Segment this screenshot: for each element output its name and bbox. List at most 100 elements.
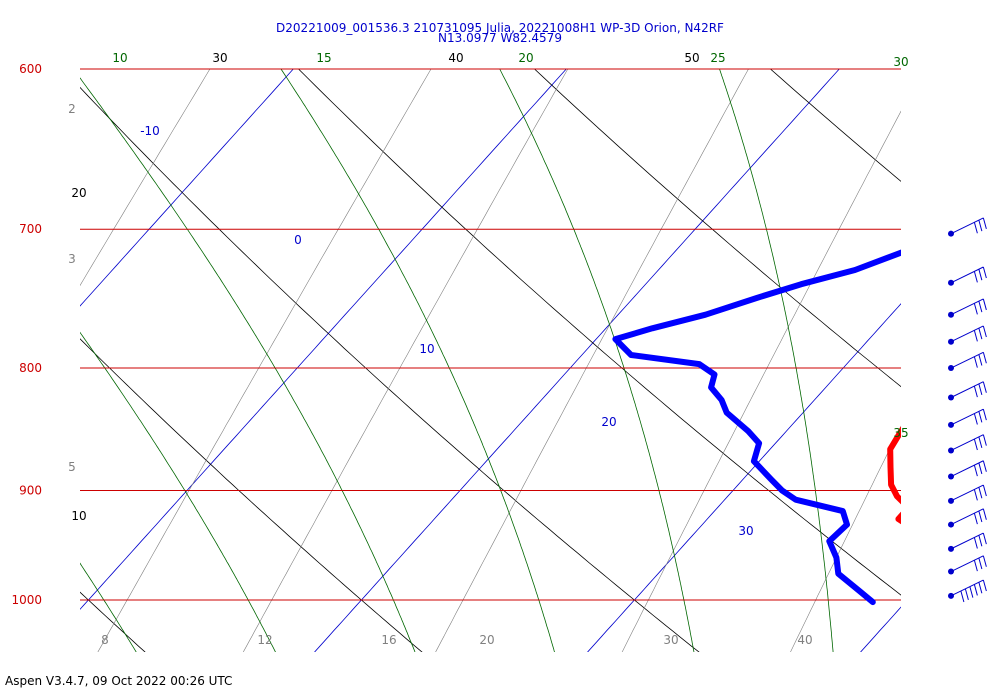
wind-barb-feather [973, 584, 978, 596]
wind-barb-feather [982, 325, 987, 338]
wind-barb-shaft [950, 555, 984, 572]
temperature-series [887, 426, 901, 525]
wind-barb-shaft [950, 298, 984, 316]
moist-adiabat-line [499, 69, 695, 652]
wind-barb-shaft [950, 579, 984, 597]
wind-barb-feather [978, 487, 983, 499]
wind-barb-feather [978, 510, 983, 523]
wind-barb-shaft [950, 351, 984, 369]
mixing-ratio-line [242, 69, 569, 652]
pressure-label: 700 [19, 222, 42, 236]
moist-adiabat-label: 10 [112, 51, 127, 65]
wind-barb-feather [973, 222, 978, 234]
wind-barb-feather [978, 535, 983, 547]
wind-barb-feather [973, 330, 978, 342]
wind-barb-feather [978, 219, 983, 232]
dry-adiabat-line [297, 69, 901, 596]
wind-barb [948, 484, 987, 504]
dry-adiabat-label: 40 [448, 51, 463, 65]
mixing-ratio-label: 5 [68, 460, 76, 474]
wind-barb [948, 434, 987, 454]
wind-barb-shaft [950, 484, 984, 502]
wind-barb-feather [982, 266, 987, 279]
moist-adiabat-label: 15 [316, 51, 331, 65]
temperature-tick-label: 20 [479, 633, 494, 647]
isotherm-label: -10 [140, 124, 160, 138]
sounding-series [612, 249, 901, 606]
wind-barb-feather [960, 590, 965, 603]
isotherm-label: 10 [419, 342, 434, 356]
wind-barb-feather [978, 462, 983, 475]
mixing-ratio-line [435, 69, 749, 652]
pressure-label: 600 [19, 62, 42, 76]
wind-barb [948, 266, 987, 286]
isotherm-label: 20 [601, 415, 616, 429]
wind-barb-feather [978, 328, 983, 340]
wind-barb-feather [973, 413, 978, 425]
mixing-ratio-label: 3 [68, 252, 76, 266]
wind-barb-shaft [950, 508, 984, 526]
wind-barb-feather [982, 217, 987, 230]
wind-barb-feather [973, 464, 978, 477]
mixing-ratio-line [97, 69, 432, 652]
wind-barb-feather [973, 489, 978, 501]
isotherm-line [860, 606, 901, 652]
moist-adiabat-label: 30 [893, 55, 908, 69]
wind-barb-feather [978, 383, 983, 396]
moist-adiabat-label: 35 [893, 426, 908, 440]
mixing-ratio-label: 2 [68, 102, 76, 116]
axis-labels: 600 700 800 900 1000 8 12 16 20 30 40 -10 0 10 20 30 10 2… [11, 51, 908, 647]
wind-barb-feather [973, 385, 978, 398]
wind-barb-shaft [950, 408, 984, 426]
pressure-label: 1000 [11, 593, 42, 607]
wind-barb-feather [973, 513, 978, 525]
isotherm-line [0, 0, 154, 680]
moist-adiabat-line [0, 0, 16, 680]
isotherm-line [80, 69, 294, 307]
wind-barb-feather [982, 555, 987, 567]
dewpoint-series [612, 249, 901, 606]
chart-subtitle: N13.0977 W82.4579 [438, 31, 562, 45]
chart-title: D20221009_001536.3 210731095 Julia, 2022… [276, 21, 724, 35]
isotherm-label: 0 [294, 233, 302, 247]
wind-barb [948, 325, 987, 345]
wind-barb-feather [982, 352, 987, 364]
temperature-tick-label: 40 [797, 633, 812, 647]
wind-barb-feather [973, 356, 978, 368]
wind-barb-feather [982, 460, 987, 472]
wind-barb [948, 298, 987, 318]
wind-barb-shaft [950, 325, 984, 343]
wind-barb [948, 532, 987, 552]
wind-barb-shaft [950, 460, 984, 477]
wind-barb-feather [978, 301, 983, 313]
wind-barb [948, 508, 987, 528]
mixing-ratio-line [790, 425, 901, 652]
wind-barb-feather [969, 586, 974, 598]
dry-adiabat-line [80, 591, 146, 652]
wind-barb-feather [982, 508, 987, 520]
moist-adiabat-line [901, 0, 972, 680]
wind-barb-feather [973, 303, 978, 315]
wind-barb [948, 579, 987, 603]
dry-adiabat-line [835, 0, 1000, 680]
pressure-lines [80, 68, 901, 601]
mixing-ratio-line [80, 69, 211, 287]
wind-barb-feather [978, 411, 983, 423]
moist-adiabat-line [80, 77, 416, 652]
wind-barb-shaft [950, 266, 984, 284]
wind-barb-feather [978, 354, 983, 366]
wind-barb-feather [982, 484, 987, 497]
wind-barb-feather [982, 298, 987, 311]
wind-barb-feather [978, 436, 983, 448]
wind-barb-shaft [950, 434, 984, 451]
wind-barbs [948, 217, 987, 603]
wind-barb-feather [978, 269, 983, 281]
dry-adiabat-label: 30 [212, 51, 227, 65]
wind-barb-shaft [950, 532, 984, 550]
wind-barb-feather [982, 532, 987, 545]
moist-adiabat-label: 20 [518, 51, 533, 65]
wind-barb [948, 460, 987, 480]
wind-barb-feather [982, 579, 987, 592]
wind-barb-feather [978, 582, 983, 594]
